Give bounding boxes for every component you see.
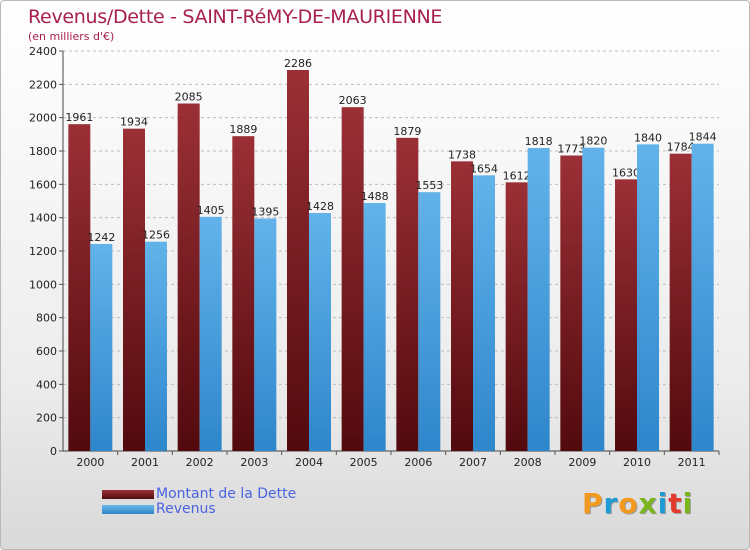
x-tick-label: 2002 [186,456,214,469]
logo-letter: x [638,487,658,520]
data-label-debt: 1612 [503,169,531,182]
legend-swatch-debt [102,490,154,499]
bar-revenue [145,241,167,451]
bar-revenue [309,213,331,451]
y-tick-label: 2400 [29,45,57,58]
x-tick-label: 2005 [350,456,378,469]
y-tick-label: 0 [50,445,57,458]
y-tick-label: 400 [36,378,57,391]
x-tick-label: 2009 [568,456,596,469]
x-tick-label: 2001 [131,456,159,469]
x-tick-label: 2003 [240,456,268,469]
data-label-revenue: 1818 [525,135,553,148]
x-tick-label: 2004 [295,456,323,469]
bar-debt [560,155,583,451]
logo-letter: r [603,487,619,520]
bar-debt [287,70,309,451]
data-label-debt: 1630 [612,166,640,179]
bar-revenue [90,244,113,451]
x-tick-label: 2007 [459,456,487,469]
y-tick-label: 800 [36,312,57,325]
bar-debt [341,107,364,452]
y-tick-label: 1200 [29,245,57,258]
data-label-revenue: 1405 [197,204,225,217]
logo-letter: i [682,487,694,520]
data-label-revenue: 1395 [251,206,279,219]
x-tick-label: 2008 [514,456,542,469]
x-tick-label: 2011 [678,456,706,469]
y-tick-label: 2200 [29,78,57,91]
y-tick-label: 600 [36,345,57,358]
bar-revenue [582,147,605,451]
x-tick-label: 2000 [76,456,104,469]
logo-letter: o [618,487,639,520]
data-label-debt: 2085 [175,91,203,104]
bar-debt [615,179,637,452]
data-label-debt: 1934 [120,116,148,129]
data-label-revenue: 1256 [142,229,170,242]
legend-label-revenue: Revenus [156,501,216,517]
data-label-debt: 1784 [667,141,695,154]
bar-debt [505,182,528,452]
bar-revenue [473,175,495,452]
logo-letter: P [582,487,604,520]
data-label-debt: 1961 [65,111,93,124]
bar-debt [669,153,692,451]
legend-label-debt: Montant de la Dette [156,486,297,502]
bar-revenue [637,144,659,452]
y-tick-label: 2000 [29,112,57,125]
bar-revenue [199,216,222,451]
x-tick-label: 2010 [623,456,651,469]
data-label-revenue: 1844 [689,131,717,144]
bar-revenue [254,218,277,451]
data-label-debt: 2286 [284,57,312,70]
data-label-debt: 1889 [229,123,257,136]
chart-title: Revenus/Dette - SAINT-RéMY-DE-MAURIENNE [28,6,443,28]
data-label-revenue: 1428 [306,200,334,213]
proxiti-logo: Proxiti [582,487,693,520]
bar-debt [396,137,419,452]
logo-letter: i [657,487,669,520]
bar-debt [232,136,255,451]
data-label-debt: 1738 [448,148,476,161]
data-label-revenue: 1840 [634,131,662,144]
y-tick-label: 1800 [29,145,57,158]
data-label-debt: 1879 [393,125,421,138]
data-label-revenue: 1654 [470,162,498,175]
logo-letter: t [668,487,683,520]
data-label-debt: 1773 [557,143,585,156]
bar-revenue [691,143,714,451]
data-label-revenue: 1820 [579,135,607,148]
bar-debt [68,124,91,452]
bar-debt [123,128,145,451]
x-tick-label: 2006 [404,456,432,469]
y-tick-label: 1400 [29,212,57,225]
bar-revenue [363,203,386,451]
bar-debt [177,103,200,451]
y-tick-label: 1000 [29,278,57,291]
chart-subtitle: (en milliers d'€) [28,30,115,43]
legend-swatch-revenue [102,505,154,514]
data-label-debt: 2063 [339,94,367,107]
data-label-revenue: 1488 [361,190,389,203]
y-tick-label: 200 [36,412,57,425]
data-label-revenue: 1553 [415,179,443,192]
data-label-revenue: 1242 [87,231,115,244]
y-tick-label: 1600 [29,178,57,191]
bar-revenue [418,192,441,451]
bar-revenue [527,148,550,451]
bar-debt [451,161,473,452]
